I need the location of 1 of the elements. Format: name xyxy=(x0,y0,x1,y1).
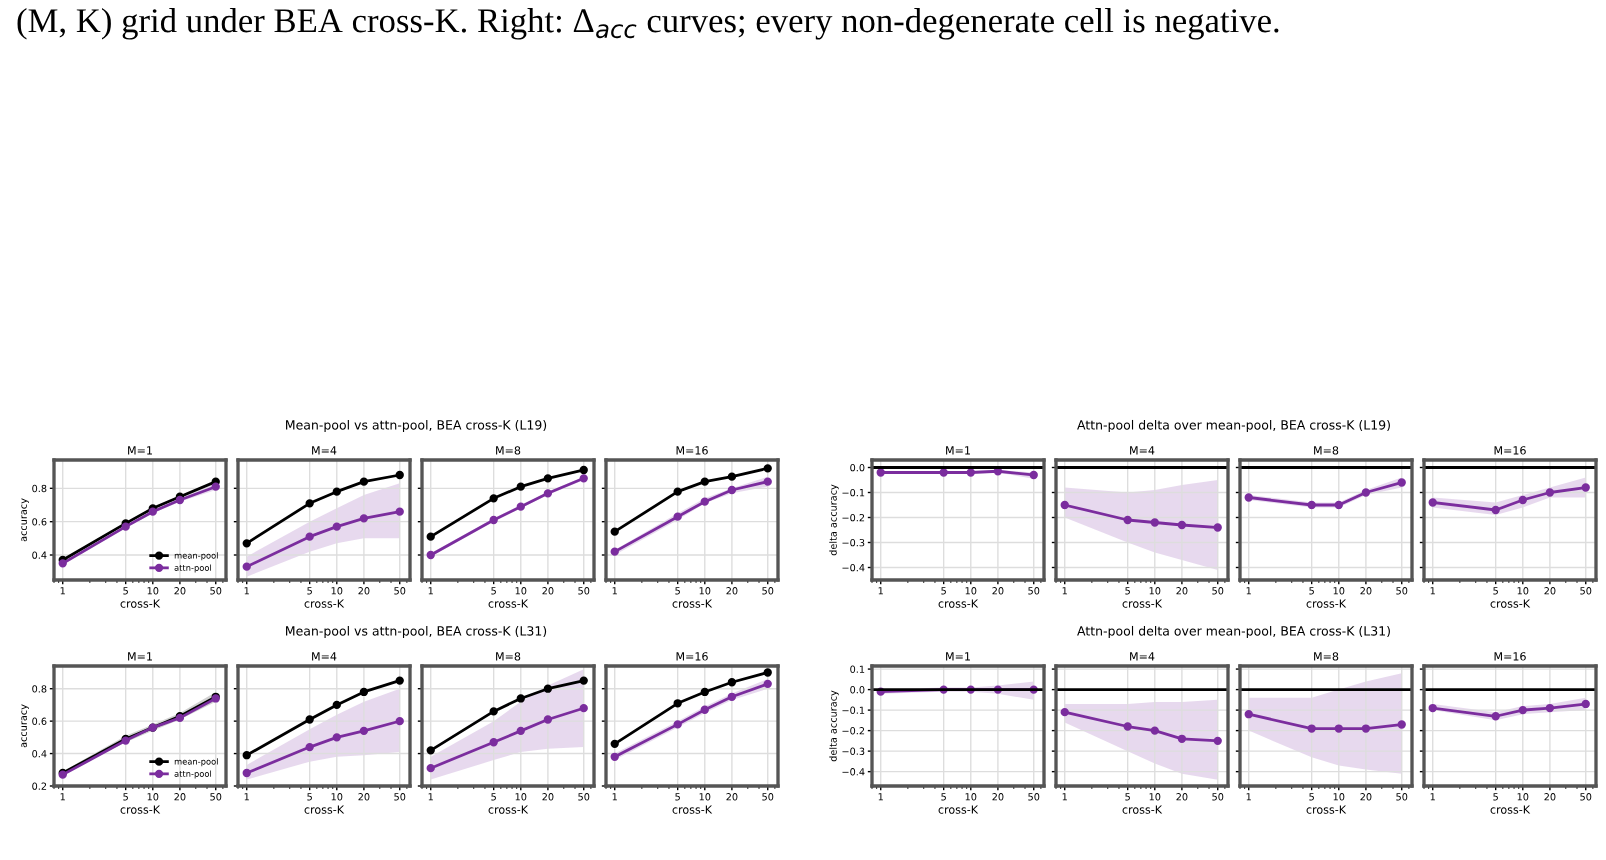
text: (M, K) grid under BEA cross-K. Right: Δ$_{acc}$ curves; every non-degenerate cell is negative. xyxy=(17,8,1279,40)
